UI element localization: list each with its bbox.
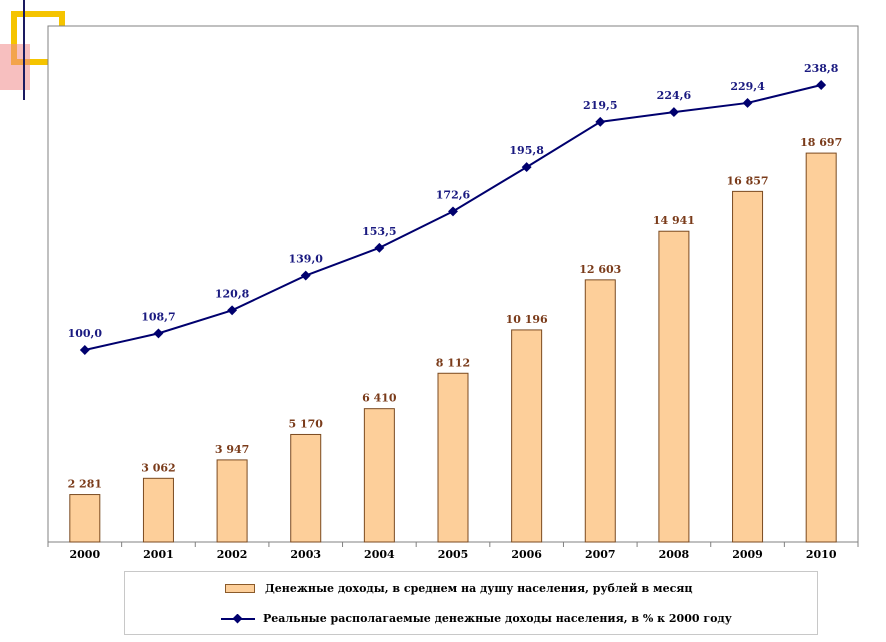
line-label-2001: 108,7 xyxy=(141,310,175,323)
bar-2001 xyxy=(142,477,174,543)
bar-label-2005: 8 112 xyxy=(436,356,470,369)
line-marker-2008 xyxy=(668,107,679,118)
line-label-2009: 229,4 xyxy=(730,80,765,93)
legend-bar-label: Денежные доходы, в среднем на душу насел… xyxy=(265,582,693,595)
line-marker-2004 xyxy=(374,242,385,253)
bar-label-2004: 6 410 xyxy=(362,392,397,405)
legend-item-bar: Денежные доходы, в среднем на душу насел… xyxy=(125,582,693,595)
line-marker-2001 xyxy=(153,328,164,339)
bar-2004 xyxy=(363,408,395,543)
bar-label-2002: 3 947 xyxy=(215,443,249,456)
slide-corner-decoration xyxy=(0,0,65,100)
legend-line-swatch xyxy=(221,613,255,623)
x-tick-label-2005: 2005 xyxy=(438,548,469,561)
x-tick-label-2009: 2009 xyxy=(732,548,763,561)
x-tick-label-2003: 2003 xyxy=(290,548,321,561)
line-marker-2007 xyxy=(595,116,606,127)
bar-2010 xyxy=(805,152,837,543)
line-label-2010: 238,8 xyxy=(804,62,839,75)
line-label-2000: 100,0 xyxy=(68,327,103,340)
bar-2008 xyxy=(658,230,690,543)
x-tick-label-2001: 2001 xyxy=(143,548,174,561)
bar-label-2010: 18 697 xyxy=(800,136,842,149)
bar-2002 xyxy=(216,459,248,543)
x-tick-label-2004: 2004 xyxy=(364,548,395,561)
line-markers xyxy=(79,80,827,355)
bar-label-2009: 16 857 xyxy=(726,174,768,187)
legend-item-line: Реальные располагаемые денежные доходы н… xyxy=(125,612,732,625)
bar-data-labels: 2 281 3 062 3 947 5 170 6 410 8 112 10 196 12 6… xyxy=(68,136,843,490)
line-marker-2005 xyxy=(448,206,458,217)
line-label-2004: 153,5 xyxy=(362,225,396,238)
bar-label-2006: 10 196 xyxy=(506,313,548,326)
bar-label-2001: 3 062 xyxy=(141,461,175,474)
bar-label-2003: 5 170 xyxy=(289,417,324,430)
bar-label-2000: 2 281 xyxy=(68,478,102,491)
bar-2003 xyxy=(290,433,322,543)
x-tick-label-2008: 2008 xyxy=(659,548,690,561)
bar-2005 xyxy=(437,372,469,543)
x-tick-label-2000: 2000 xyxy=(70,548,101,561)
line-marker-2002 xyxy=(227,305,238,316)
line-label-2008: 224,6 xyxy=(657,89,692,102)
bar-2007 xyxy=(584,279,616,543)
line-marker-2006 xyxy=(521,162,532,173)
bar-label-2008: 14 941 xyxy=(653,214,695,227)
line-label-2003: 139,0 xyxy=(289,253,324,266)
bar-2000 xyxy=(69,494,101,543)
line-marker-2009 xyxy=(742,97,753,108)
line-marker-2010 xyxy=(816,80,827,90)
line-label-2005: 172,6 xyxy=(436,188,471,201)
x-tick-labels: 2000 2001 2002 2003 2004 2005 2006 2007 2008 2009… xyxy=(70,548,837,561)
x-tick-label-2002: 2002 xyxy=(217,548,248,561)
x-axis-ticks xyxy=(47,542,859,547)
bar-2006 xyxy=(511,329,543,543)
x-tick-label-2007: 2007 xyxy=(585,548,616,561)
bar-2009 xyxy=(732,190,764,543)
line-label-2002: 120,8 xyxy=(215,287,250,300)
line-data-labels: 100,0 108,7 120,8 139,0 153,5 172,6 195,8 219,5… xyxy=(68,62,839,340)
legend: Денежные доходы, в среднем на душу насел… xyxy=(124,571,818,635)
x-tick-label-2006: 2006 xyxy=(511,548,542,561)
legend-line-label: Реальные располагаемые денежные доходы н… xyxy=(263,612,732,625)
line-label-2006: 195,8 xyxy=(509,144,544,157)
chart: 2 281 3 062 3 947 5 170 6 410 8 112 10 196 12 6… xyxy=(47,25,859,561)
legend-bar-swatch xyxy=(225,584,255,593)
bar-label-2007: 12 603 xyxy=(579,263,621,276)
line-label-2007: 219,5 xyxy=(583,99,617,112)
x-tick-label-2010: 2010 xyxy=(806,548,837,561)
line-marker-2003 xyxy=(300,270,311,281)
bar-series xyxy=(69,152,837,543)
